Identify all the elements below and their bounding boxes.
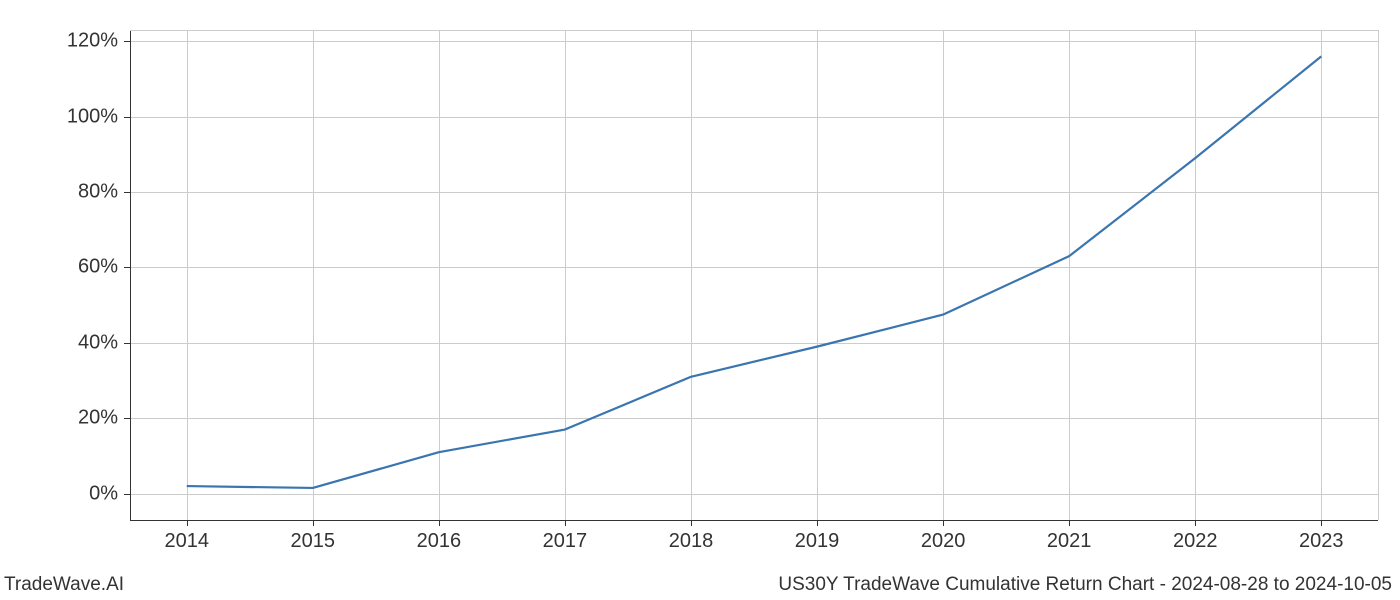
plot-area: 2014201520162017201820192020202120222023… — [130, 30, 1378, 520]
y-tick-label: 0% — [89, 482, 118, 505]
x-tick-label: 2019 — [795, 530, 840, 553]
y-tick-label: 20% — [78, 407, 118, 430]
x-tick-label: 2021 — [1047, 530, 1092, 553]
y-tick-label: 60% — [78, 256, 118, 279]
line-series-svg — [130, 30, 1378, 520]
x-axis-spine — [130, 520, 1378, 521]
footer-caption: US30Y TradeWave Cumulative Return Chart … — [778, 574, 1392, 596]
x-tick-label: 2015 — [291, 530, 336, 553]
right-spine — [1378, 30, 1379, 520]
x-tick-label: 2022 — [1173, 530, 1218, 553]
y-tick-label: 80% — [78, 181, 118, 204]
x-tick-label: 2018 — [669, 530, 714, 553]
y-tick-label: 100% — [67, 105, 118, 128]
chart-container: 2014 2015 2016 2017 2018 2019 2020 2021 2022 2023… — [0, 0, 1400, 600]
x-tick-label: 2023 — [1299, 530, 1344, 553]
x-tick-label: 2017 — [543, 530, 588, 553]
x-tick-label: 2014 — [164, 530, 209, 553]
x-tick-label: 2020 — [921, 530, 966, 553]
x-tick-label: 2016 — [417, 530, 462, 553]
return-line — [187, 56, 1322, 488]
y-tick-label: 40% — [78, 331, 118, 354]
footer-brand: TradeWave.AI — [4, 574, 124, 596]
y-tick-label: 120% — [67, 30, 118, 53]
